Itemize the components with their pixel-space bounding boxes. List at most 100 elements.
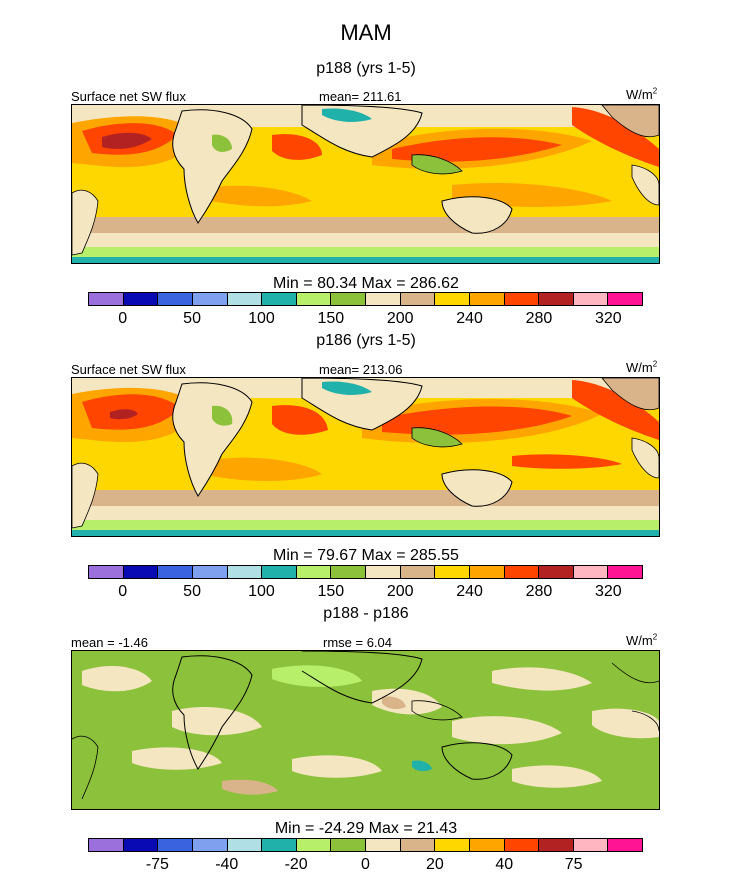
colorbar-tick-label: 280 xyxy=(525,583,553,600)
arabian-hot xyxy=(272,134,322,160)
colorbar-swatch xyxy=(539,566,574,578)
band-south-3 xyxy=(72,520,659,530)
maritime-continent xyxy=(411,427,463,448)
panel-2-map-svg xyxy=(72,378,659,536)
panel-3-mean-label: mean = -1.46 xyxy=(71,635,148,650)
maritime-outline xyxy=(411,700,463,721)
colorbar-tick-label: -40 xyxy=(215,856,239,873)
panel-3-units-exp: 2 xyxy=(652,632,658,642)
panel-3-map xyxy=(71,650,660,810)
colorbar-tick-label: 0 xyxy=(361,856,370,873)
panel-1-variable-label: Surface net SW flux xyxy=(71,89,186,104)
band-south-1 xyxy=(72,217,659,233)
panel-3-units: W/m2 xyxy=(626,632,658,647)
colorbar-tick-label: -20 xyxy=(284,856,308,873)
tibet xyxy=(322,108,372,122)
colorbar-swatch xyxy=(227,839,263,851)
colorbar-swatch xyxy=(262,566,297,578)
panel-2-minmax: Min = 79.67 Max = 285.55 xyxy=(273,547,459,564)
south-america-west xyxy=(631,164,659,206)
colorbar-swatch xyxy=(366,293,401,305)
africa-green xyxy=(212,405,233,426)
tibet xyxy=(322,381,372,395)
diff-patch xyxy=(132,747,222,770)
north-america-outline xyxy=(611,662,659,684)
colorbar-swatch xyxy=(192,566,228,578)
colorbar-tick-label: 200 xyxy=(386,583,414,600)
colorbar-swatch xyxy=(504,293,540,305)
panel-1-units-base: W/m xyxy=(626,87,653,102)
panel-3-colorbar xyxy=(88,838,643,852)
africa-green xyxy=(212,134,232,152)
colorbar-swatch xyxy=(608,293,642,305)
colorbar-swatch xyxy=(469,839,505,851)
figure-title: MAM xyxy=(340,20,392,45)
asia-outline xyxy=(301,651,423,704)
diff-patch xyxy=(492,667,592,691)
africa xyxy=(172,382,253,497)
south-america-east xyxy=(72,189,99,256)
pacific-hot xyxy=(382,406,572,435)
colorbar-tick-label: 20 xyxy=(425,856,444,873)
diff-patch xyxy=(172,706,262,736)
colorbar-tick-label: 240 xyxy=(456,583,483,600)
colorbar-swatch xyxy=(89,566,124,578)
band-south-4 xyxy=(72,257,659,263)
band-south-3 xyxy=(72,247,659,257)
panel-1-map-svg xyxy=(72,105,659,263)
colorbar-swatch xyxy=(331,293,366,305)
australia xyxy=(441,469,513,507)
colorbar-swatch xyxy=(539,839,574,851)
colorbar-swatch xyxy=(469,566,505,578)
panel-1-units-exp: 2 xyxy=(652,86,658,96)
colorbar-swatch xyxy=(504,839,540,851)
diff-patch-dark xyxy=(222,779,278,795)
colorbar-tick-label: 200 xyxy=(386,310,414,327)
panel-3-title: p188 - p186 xyxy=(323,605,409,622)
colorbar-swatch xyxy=(89,839,124,851)
australia xyxy=(441,196,513,234)
colorbar-tick-label: 0 xyxy=(118,583,128,600)
colorbar-tick-label: -75 xyxy=(145,856,169,873)
south-america-west-outline xyxy=(631,710,659,732)
colorbar-tick-label: 50 xyxy=(183,583,201,600)
colorbar-swatch xyxy=(469,293,505,305)
colorbar-swatch xyxy=(331,566,366,578)
atlantic-max xyxy=(102,132,152,149)
diff-patch xyxy=(272,665,362,687)
panel-2-map xyxy=(71,377,660,537)
band-south-4 xyxy=(72,530,659,536)
africa xyxy=(172,109,253,224)
colorbar-swatch xyxy=(158,839,193,851)
colorbar-swatch xyxy=(400,839,436,851)
colorbar-tick-label: 75 xyxy=(564,856,583,873)
colorbar-tick-label: 50 xyxy=(183,310,201,327)
colorbar-swatch xyxy=(227,566,263,578)
colorbar-swatch xyxy=(400,293,436,305)
colorbar-swatch xyxy=(296,293,332,305)
panel-3-minmax: Min = -24.29 Max = 21.43 xyxy=(274,820,458,837)
colorbar-swatch xyxy=(192,839,228,851)
colorbar-tick-label: 150 xyxy=(317,583,345,600)
colorbar-tick-label: 100 xyxy=(248,583,275,600)
colorbar-swatch xyxy=(192,293,228,305)
east-pacific-hot xyxy=(572,380,659,440)
diff-patch xyxy=(292,755,382,778)
panel-1-units: W/m2 xyxy=(626,86,658,102)
colorbar-swatch xyxy=(123,293,159,305)
colorbar-swatch xyxy=(123,839,159,851)
panel-2-mean-label: mean= 213.06 xyxy=(319,362,403,377)
maritime-continent xyxy=(411,154,463,175)
colorbar-swatch xyxy=(296,839,332,851)
panel-3-map-svg xyxy=(72,651,659,809)
colorbar-tick-label: 320 xyxy=(594,310,622,327)
diff-patch xyxy=(452,716,562,745)
panel-3-colorbar-ticks: -75 -40 -20 0 20 40 75 xyxy=(88,856,643,874)
south-america-west xyxy=(631,437,659,479)
colorbar-swatch xyxy=(227,293,263,305)
colorbar-swatch xyxy=(573,839,609,851)
north-america xyxy=(601,105,659,138)
colorbar-tick-label: 0 xyxy=(118,310,128,327)
pacific-hot xyxy=(392,137,562,162)
colorbar-swatch xyxy=(504,566,540,578)
